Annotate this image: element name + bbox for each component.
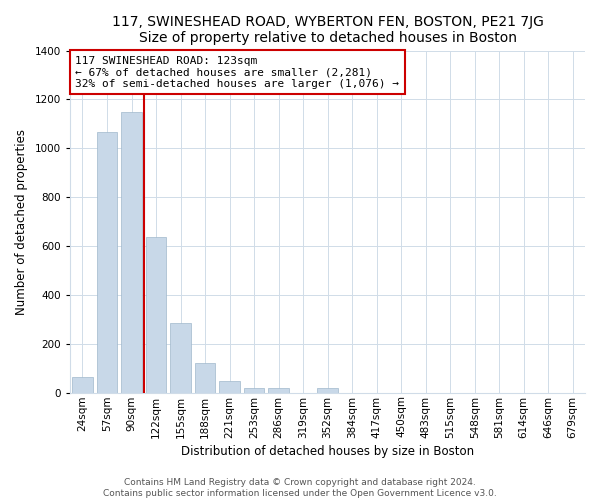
Bar (194, 364, 215, 392)
Bar (244, 388, 265, 392)
Title: 117, SWINESHEAD ROAD, WYBERTON FEN, BOSTON, PE21 7JG
Size of property relative t: 117, SWINESHEAD ROAD, WYBERTON FEN, BOST… (112, 15, 544, 45)
Bar (219, 381, 240, 392)
Bar (97, 132, 118, 392)
Text: Contains HM Land Registry data © Crown copyright and database right 2024.
Contai: Contains HM Land Registry data © Crown c… (103, 478, 497, 498)
Text: 117 SWINESHEAD ROAD: 123sqm
← 67% of detached houses are smaller (2,281)
32% of : 117 SWINESHEAD ROAD: 123sqm ← 67% of det… (76, 56, 400, 89)
Y-axis label: Number of detached properties: Number of detached properties (15, 128, 28, 314)
Bar (72, 377, 93, 392)
Bar (146, 238, 166, 392)
X-axis label: Distribution of detached houses by size in Boston: Distribution of detached houses by size … (181, 444, 474, 458)
Bar (317, 388, 338, 392)
Bar (170, 323, 191, 392)
Bar (268, 388, 289, 392)
Bar (121, 112, 142, 392)
